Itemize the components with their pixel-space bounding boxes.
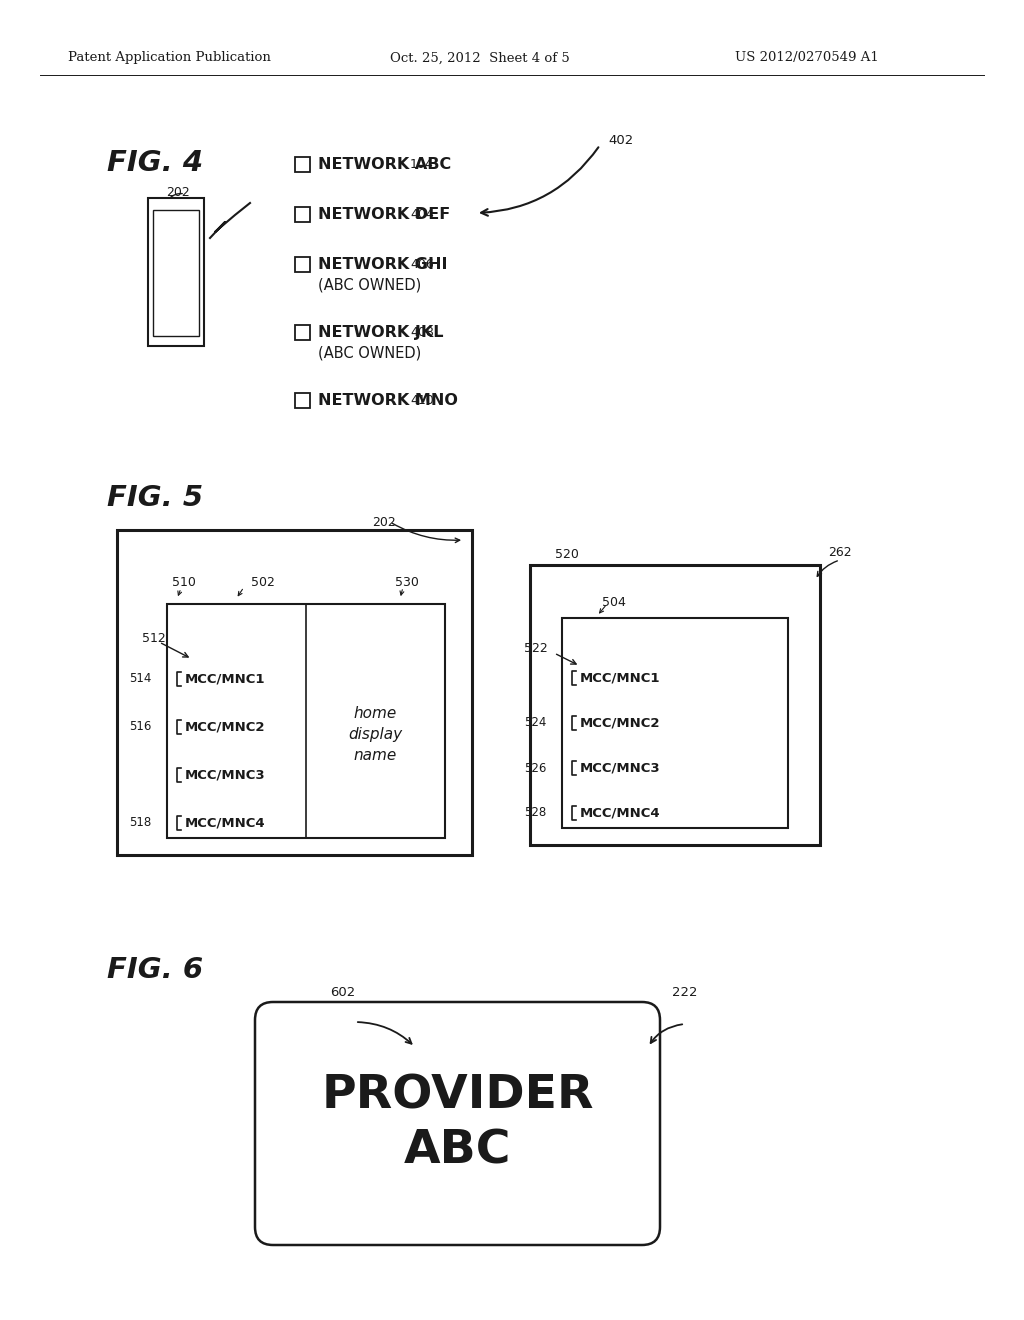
Bar: [167, 605, 445, 838]
Text: 262: 262: [828, 546, 852, 560]
Text: 502: 502: [251, 576, 274, 589]
Text: MCC/MNC2: MCC/MNC2: [580, 717, 660, 730]
Text: NETWORK DEF: NETWORK DEF: [318, 207, 451, 222]
Text: MCC/MNC1: MCC/MNC1: [580, 672, 660, 685]
Text: Patent Application Publication: Patent Application Publication: [68, 51, 271, 65]
Bar: [295, 157, 310, 172]
Text: 518: 518: [129, 817, 152, 829]
Text: MCC/MNC1: MCC/MNC1: [185, 672, 265, 685]
Text: MCC/MNC3: MCC/MNC3: [580, 762, 660, 775]
Text: 520: 520: [555, 549, 579, 561]
Bar: [530, 565, 820, 845]
Text: Oct. 25, 2012  Sheet 4 of 5: Oct. 25, 2012 Sheet 4 of 5: [390, 51, 569, 65]
Text: US 2012/0270549 A1: US 2012/0270549 A1: [735, 51, 879, 65]
Text: FIG. 5: FIG. 5: [106, 484, 203, 512]
Text: 530: 530: [395, 576, 419, 589]
Bar: [295, 207, 310, 222]
Bar: [117, 531, 472, 855]
Text: 516: 516: [129, 721, 152, 734]
Bar: [562, 618, 788, 828]
Text: 524: 524: [524, 717, 547, 730]
Text: 510: 510: [172, 576, 196, 589]
Text: 404: 404: [410, 209, 434, 220]
Text: (ABC OWNED): (ABC OWNED): [318, 277, 421, 292]
Text: PROVIDER
ABC: PROVIDER ABC: [322, 1073, 594, 1173]
Bar: [295, 257, 310, 272]
Text: 408: 408: [410, 326, 434, 339]
Text: MCC/MNC4: MCC/MNC4: [580, 807, 660, 820]
Text: NETWORK GHI: NETWORK GHI: [318, 257, 447, 272]
Text: NETWORK ABC: NETWORK ABC: [318, 157, 452, 172]
Text: 222: 222: [672, 986, 697, 998]
Text: 202: 202: [166, 186, 189, 198]
FancyBboxPatch shape: [255, 1002, 660, 1245]
Text: 406: 406: [410, 257, 434, 271]
Text: 410: 410: [410, 393, 434, 407]
Text: 512: 512: [142, 632, 166, 645]
Text: 514: 514: [129, 672, 152, 685]
Text: home
display
name: home display name: [348, 705, 402, 763]
Text: NETWORK JKL: NETWORK JKL: [318, 325, 443, 341]
Text: 202: 202: [372, 516, 395, 528]
Text: 526: 526: [524, 762, 547, 775]
Text: MCC/MNC2: MCC/MNC2: [185, 721, 265, 734]
Text: NETWORK MNO: NETWORK MNO: [318, 393, 458, 408]
Text: 522: 522: [524, 642, 548, 655]
Text: 402: 402: [608, 133, 633, 147]
Text: 104: 104: [410, 158, 434, 172]
Bar: [148, 198, 204, 346]
Text: MCC/MNC4: MCC/MNC4: [185, 817, 265, 829]
Bar: [295, 393, 310, 408]
Bar: [153, 210, 199, 337]
Text: FIG. 6: FIG. 6: [106, 956, 203, 983]
Text: FIG. 4: FIG. 4: [106, 149, 203, 177]
Text: 504: 504: [602, 595, 626, 609]
Bar: [295, 325, 310, 341]
Text: (ABC OWNED): (ABC OWNED): [318, 345, 421, 360]
Text: 602: 602: [330, 986, 355, 998]
Text: 528: 528: [524, 807, 546, 820]
Text: MCC/MNC3: MCC/MNC3: [185, 768, 265, 781]
